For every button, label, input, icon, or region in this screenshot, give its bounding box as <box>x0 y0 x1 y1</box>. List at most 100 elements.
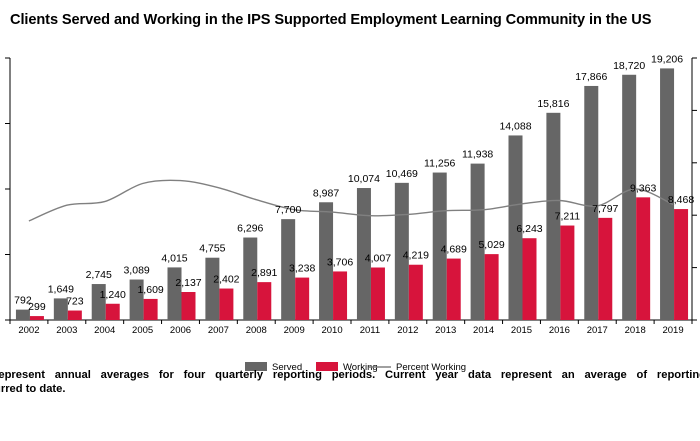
data-label-served: 4,755 <box>199 243 225 255</box>
data-label-working: 2,137 <box>175 277 201 289</box>
x-tick-label: 2014 <box>473 325 494 336</box>
bar-served <box>508 135 523 320</box>
data-label-working: 7,211 <box>555 211 581 223</box>
data-label-served: 10,074 <box>348 173 380 185</box>
data-label-working: 1,609 <box>137 284 163 296</box>
chart-legend: Served Working Percent Working <box>245 362 466 373</box>
x-tick-label: 2012 <box>397 325 418 336</box>
legend-label-percent: Percent Working <box>396 362 466 373</box>
data-label-working: 2,891 <box>251 267 277 279</box>
bar-served <box>167 267 182 320</box>
data-label-working: 299 <box>28 301 46 313</box>
bar-served <box>53 298 68 320</box>
data-label-served: 17,866 <box>575 71 607 83</box>
chart-percent-line <box>28 179 674 222</box>
bar-working <box>181 292 196 320</box>
x-tick-label: 2007 <box>208 325 229 336</box>
legend-swatch-served <box>245 362 267 371</box>
bar-working <box>674 209 689 320</box>
bar-working <box>295 277 310 320</box>
data-label-working: 2,402 <box>213 274 239 286</box>
bar-served <box>432 172 447 320</box>
legend-swatch-working <box>316 362 338 371</box>
data-label-served: 11,938 <box>462 149 493 161</box>
data-label-served: 8,987 <box>313 187 339 199</box>
chart-x-tick-labels: 2002 2003 2004 2005 2006 2007 2008 2009 2010 2011… <box>18 325 683 336</box>
bar-served <box>319 202 334 320</box>
x-tick-label: 2003 <box>56 325 77 336</box>
bar-working <box>522 238 537 320</box>
data-label-served: 4,015 <box>161 252 187 264</box>
data-label-served: 2,745 <box>86 269 112 281</box>
bar-working <box>484 254 499 320</box>
bar-working <box>446 258 461 320</box>
data-label-served: 6,296 <box>237 223 263 235</box>
bar-working <box>560 225 575 320</box>
data-label-working: 4,007 <box>365 253 391 265</box>
x-tick-label: 2006 <box>170 325 191 336</box>
bar-served <box>15 309 30 320</box>
footnote-line-2: urred to date. <box>0 383 66 395</box>
bar-working <box>143 298 158 320</box>
data-label-served: 1,649 <box>48 283 74 295</box>
x-tick-label: 2016 <box>549 325 570 336</box>
x-tick-label: 2019 <box>662 325 683 336</box>
bar-working <box>333 271 348 320</box>
bar-served <box>91 284 106 320</box>
data-label-served: 7,700 <box>275 204 301 216</box>
x-tick-label: 2002 <box>18 325 39 336</box>
bar-working <box>67 310 82 320</box>
bar-working <box>29 316 44 320</box>
chart-bars <box>15 68 689 321</box>
x-tick-label: 2015 <box>511 325 532 336</box>
data-label-working: 5,029 <box>478 239 504 251</box>
bar-served <box>356 188 371 320</box>
bar-served <box>205 257 220 320</box>
data-label-working: 4,219 <box>403 250 429 262</box>
data-label-working: 1,240 <box>100 289 126 301</box>
x-tick-label: 2010 <box>321 325 342 336</box>
percent-working-line <box>28 179 674 222</box>
x-tick-label: 2009 <box>284 325 305 336</box>
footnote-line-1: represent annual averages for four quart… <box>0 369 700 381</box>
data-label-served: 19,206 <box>651 53 683 65</box>
data-label-working: 8,468 <box>668 194 694 206</box>
x-tick-label: 2018 <box>625 325 646 336</box>
legend-label-working: Working <box>343 362 378 373</box>
x-tick-label: 2004 <box>94 325 115 336</box>
bar-working <box>598 217 613 320</box>
bar-working <box>370 267 385 320</box>
data-label-working: 3,238 <box>289 263 315 275</box>
bar-served <box>394 182 409 320</box>
data-label-served: 15,816 <box>537 98 569 110</box>
x-tick-label: 2005 <box>132 325 153 336</box>
data-label-working: 7,797 <box>592 203 618 215</box>
data-label-served: 14,088 <box>499 120 531 132</box>
bar-served <box>470 163 485 320</box>
x-tick-label: 2011 <box>360 325 380 336</box>
data-label-served: 3,089 <box>123 265 149 277</box>
data-label-working: 6,243 <box>516 223 542 235</box>
bar-working <box>408 264 423 320</box>
chart-axes <box>5 57 697 324</box>
bar-served <box>660 68 675 320</box>
bar-working <box>257 282 272 320</box>
bar-working <box>219 288 234 320</box>
footnote: represent annual averages for four quart… <box>0 368 700 396</box>
bar-working <box>636 197 651 320</box>
data-label-served: 11,256 <box>424 158 455 170</box>
data-label-working: 3,706 <box>327 256 353 268</box>
bar-served <box>129 279 144 320</box>
data-label-working: 723 <box>66 296 84 308</box>
data-label-served: 18,720 <box>613 60 645 72</box>
bar-served <box>584 85 599 320</box>
bar-served <box>243 237 258 320</box>
x-tick-label: 2008 <box>246 325 267 336</box>
data-label-working: 4,689 <box>441 244 467 256</box>
bar-served <box>281 219 296 320</box>
x-tick-label: 2013 <box>435 325 456 336</box>
data-label-served: 10,469 <box>386 168 418 180</box>
bar-served <box>622 74 637 320</box>
